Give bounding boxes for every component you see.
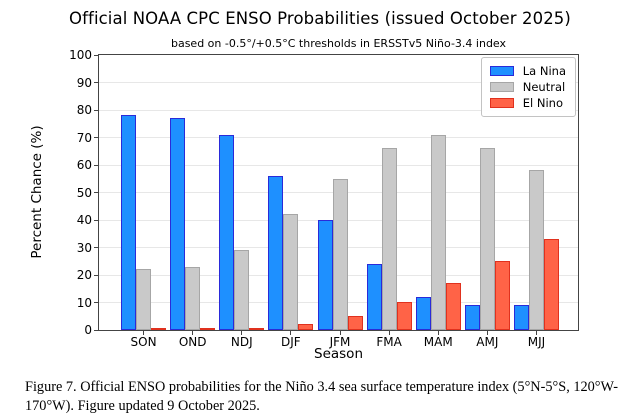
figure-caption: Figure 7. Official ENSO probabilities fo… bbox=[25, 379, 618, 414]
bar-neutral-amj bbox=[479, 148, 495, 330]
legend-item-la-nina: La Nina bbox=[489, 63, 566, 79]
x-tick-label-mam: MAM bbox=[423, 335, 453, 349]
bar-neutral-fma bbox=[381, 148, 397, 330]
x-tick-mark bbox=[143, 331, 145, 335]
bar-el-nino-mam bbox=[445, 283, 461, 330]
bar-el-nino-ond bbox=[200, 328, 216, 330]
bar-la-nina-ndj bbox=[219, 135, 235, 330]
bar-el-nino-amj bbox=[494, 261, 510, 330]
x-tick-mark bbox=[437, 331, 439, 335]
y-tick-mark bbox=[94, 164, 98, 166]
gridline-80 bbox=[99, 109, 578, 111]
bar-el-nino-jfm bbox=[347, 316, 363, 330]
y-tick-mark bbox=[94, 302, 98, 303]
y-tick-label: 60 bbox=[76, 158, 92, 172]
x-tick-label-djf: DJF bbox=[281, 335, 301, 349]
bar-neutral-mam bbox=[430, 135, 446, 330]
neutral-swatch-icon bbox=[489, 82, 514, 92]
x-tick-label-ndj: NDJ bbox=[230, 335, 253, 349]
x-tick-label-amj: AMJ bbox=[476, 335, 499, 349]
bar-el-nino-mjj bbox=[543, 239, 559, 330]
bar-la-nina-mjj bbox=[513, 305, 529, 330]
legend-item-el-nino: El Nino bbox=[489, 95, 566, 111]
la-nina-swatch-icon bbox=[489, 66, 514, 76]
y-tick-label: 10 bbox=[76, 295, 92, 310]
y-tick-mark bbox=[94, 247, 98, 248]
legend-label-el-nino: El Nino bbox=[522, 96, 563, 110]
y-tick-mark bbox=[94, 54, 98, 56]
x-tick-mark bbox=[192, 331, 194, 335]
bar-la-nina-ond bbox=[170, 118, 186, 330]
x-tick-label-fma: FMA bbox=[376, 335, 402, 349]
bar-el-nino-ndj bbox=[249, 328, 265, 330]
y-tick-label: 90 bbox=[76, 75, 92, 90]
y-tick-label: 50 bbox=[76, 185, 92, 200]
y-tick-mark bbox=[94, 329, 98, 331]
x-tick-mark bbox=[535, 331, 537, 335]
y-tick-label: 40 bbox=[76, 213, 92, 227]
x-tick-mark bbox=[486, 331, 488, 335]
y-tick-label: 30 bbox=[76, 240, 92, 255]
bar-la-nina-son bbox=[121, 115, 137, 330]
gridline-60 bbox=[99, 164, 578, 166]
y-tick-mark bbox=[94, 82, 98, 83]
x-tick-mark bbox=[388, 331, 390, 335]
y-tick-label: 70 bbox=[76, 130, 92, 145]
y-tick-mark bbox=[94, 137, 98, 138]
bar-neutral-ndj bbox=[234, 250, 250, 330]
bar-neutral-ond bbox=[185, 267, 201, 330]
figure-subtitle: based on -0.5°/+0.5°C thresholds in ERSS… bbox=[170, 37, 507, 50]
x-tick-label-ond: OND bbox=[178, 335, 207, 349]
y-tick-mark bbox=[94, 109, 98, 111]
bar-el-nino-fma bbox=[396, 302, 412, 330]
y-tick-label: 100 bbox=[69, 48, 92, 62]
bar-la-nina-djf bbox=[268, 176, 284, 330]
y-tick-mark bbox=[94, 274, 98, 276]
y-tick-label: 0 bbox=[84, 323, 92, 337]
bar-la-nina-fma bbox=[366, 264, 382, 330]
x-tick-label-jfm: JFM bbox=[329, 335, 351, 349]
bar-la-nina-amj bbox=[464, 305, 480, 330]
bar-la-nina-jfm bbox=[317, 220, 333, 330]
y-tick-label: 80 bbox=[76, 103, 92, 117]
bar-neutral-jfm bbox=[332, 179, 348, 330]
legend-item-neutral: Neutral bbox=[489, 79, 566, 95]
el-nino-swatch-icon bbox=[489, 98, 514, 108]
legend: La Nina Neutral El Nino bbox=[480, 57, 576, 117]
x-tick-label-son: SON bbox=[130, 335, 157, 349]
bar-la-nina-mam bbox=[415, 297, 431, 330]
y-tick-mark bbox=[94, 219, 98, 221]
bar-el-nino-son bbox=[151, 328, 167, 330]
x-tick-mark bbox=[241, 331, 243, 335]
x-tick-mark bbox=[339, 331, 341, 335]
x-tick-label-mjj: MJJ bbox=[527, 335, 546, 349]
plot-area: La Nina Neutral El Nino bbox=[98, 54, 579, 331]
figure-title: Official NOAA CPC ENSO Probabilities (is… bbox=[69, 9, 571, 28]
bar-el-nino-djf bbox=[298, 324, 314, 330]
y-tick-label: 20 bbox=[76, 268, 92, 282]
legend-label-la-nina: La Nina bbox=[522, 64, 566, 78]
legend-label-neutral: Neutral bbox=[522, 80, 566, 94]
x-axis-label: Season bbox=[314, 346, 363, 362]
bar-neutral-son bbox=[136, 269, 152, 330]
y-tick-mark bbox=[94, 192, 98, 193]
bar-neutral-djf bbox=[283, 214, 299, 330]
gridline-70 bbox=[99, 137, 578, 138]
x-tick-mark bbox=[290, 331, 292, 335]
gridline-90 bbox=[99, 82, 578, 83]
bar-neutral-mjj bbox=[528, 170, 544, 330]
